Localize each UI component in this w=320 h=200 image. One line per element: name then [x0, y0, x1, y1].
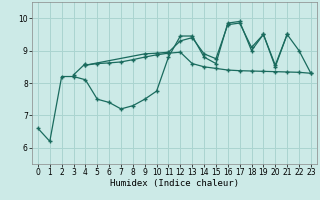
X-axis label: Humidex (Indice chaleur): Humidex (Indice chaleur) — [110, 179, 239, 188]
